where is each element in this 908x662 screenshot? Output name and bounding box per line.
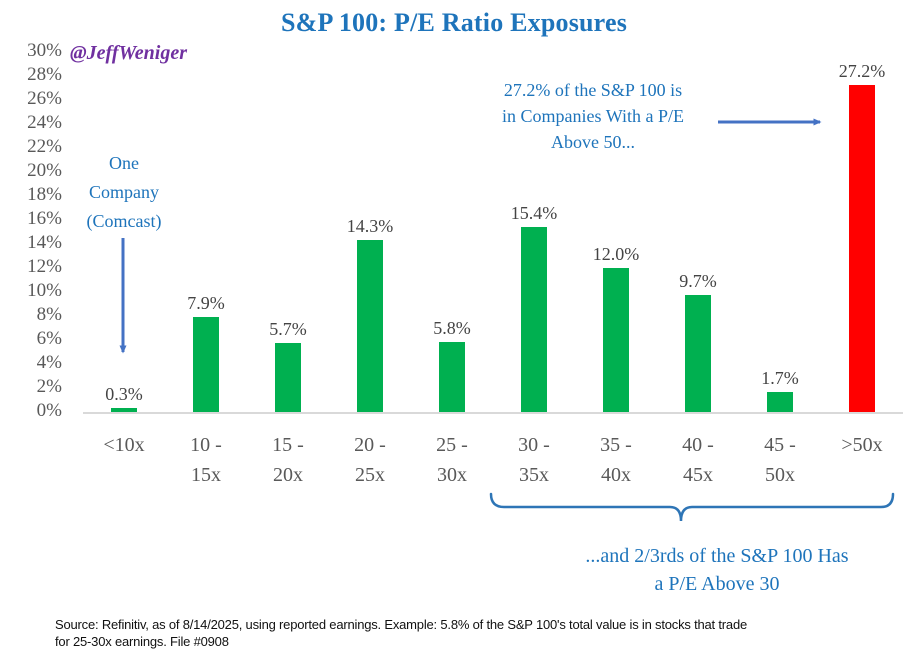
bar: [767, 392, 793, 412]
y-tick-label: 24%: [27, 112, 62, 133]
y-tick-label: 22%: [27, 136, 62, 157]
bar-column: 1.7%: [739, 51, 821, 412]
bar-column: 12.0%: [575, 51, 657, 412]
x-axis: <10x 10 - 15x 15 - 20x 20 - 25x 25 - 30x 30 -…: [83, 430, 903, 490]
bar-column: 15.4%: [493, 51, 575, 412]
x-tick-label: <10x: [103, 434, 145, 456]
y-tick-label: 10%: [27, 280, 62, 301]
x-tick-label: 15 - 20x: [272, 434, 304, 486]
y-tick-label: 6%: [36, 328, 62, 349]
bar: [275, 343, 301, 412]
y-tick-label: 14%: [27, 232, 62, 253]
y-tick-label: 2%: [36, 376, 62, 397]
brace-above30: [489, 492, 895, 522]
bar-value-label: 0.3%: [105, 384, 143, 404]
twitter-handle: @JeffWeniger: [70, 42, 187, 64]
bar-value-label: 5.7%: [269, 319, 307, 339]
bar: [439, 342, 465, 412]
y-tick-label: 4%: [36, 352, 62, 373]
bar-value-label: 9.7%: [679, 271, 717, 291]
x-tick-label: 20 - 25x: [354, 434, 386, 486]
bar-column: 27.2%: [821, 51, 903, 412]
bar-column: 5.7%: [247, 51, 329, 412]
bar-column: 7.9%: [165, 51, 247, 412]
x-tick-label: 25 - 30x: [436, 434, 468, 486]
bar-value-label: 27.2%: [838, 61, 886, 81]
bar-column: 5.8%: [411, 51, 493, 412]
x-tick-label: 10 - 15x: [190, 434, 222, 486]
annotation-above-30: ...and 2/3rds of the S&P 100 Has a P/E A…: [585, 545, 849, 595]
bar: [603, 268, 629, 412]
bar: [685, 295, 711, 412]
y-tick-label: 28%: [27, 64, 62, 85]
bar-value-label: 1.7%: [761, 368, 799, 388]
bar-column: 9.7%: [657, 51, 739, 412]
bar-value-label: 7.9%: [187, 293, 225, 313]
bar: [849, 85, 875, 412]
bar-column: 0.3%: [83, 51, 165, 412]
y-tick-label: 26%: [27, 88, 62, 109]
x-tick-label: 30 - 35x: [518, 434, 550, 486]
bar-value-label: 12.0%: [592, 244, 640, 264]
bar-value-label: 14.3%: [346, 216, 394, 236]
y-tick-label: 12%: [27, 256, 62, 277]
x-tick-label: 40 - 45x: [682, 434, 714, 486]
bar-value-label: 5.8%: [433, 318, 471, 338]
plot-area: 0.3% 7.9% 5.7% 14.3% 5.8% 15.4% 12.0% 9.7% 1.7% 2…: [83, 51, 903, 414]
bar: [111, 408, 137, 412]
bar: [521, 227, 547, 412]
source-note: Source: Refinitiv, as of 8/14/2025, usin…: [55, 617, 748, 649]
bar: [193, 317, 219, 412]
bar-column: 14.3%: [329, 51, 411, 412]
y-tick-label: 16%: [27, 208, 62, 229]
bar-value-label: 15.4%: [510, 203, 558, 223]
x-tick-label: 45 - 50x: [764, 434, 796, 486]
x-tick-label: 35 - 40x: [600, 434, 632, 486]
y-tick-label: 30%: [27, 40, 62, 61]
annotation-above-50: 27.2% of the S&P 100 is in Companies Wit…: [502, 80, 684, 152]
bar: [357, 240, 383, 412]
chart-title: S&P 100: P/E Ratio Exposures: [280, 8, 628, 37]
annotation-one-company: One Company (Comcast): [86, 153, 162, 231]
y-tick-label: 8%: [36, 304, 62, 325]
y-tick-label: 20%: [27, 160, 62, 181]
x-tick-label: >50x: [841, 434, 883, 456]
y-tick-label: 18%: [27, 184, 62, 205]
y-tick-label: 0%: [36, 400, 62, 421]
